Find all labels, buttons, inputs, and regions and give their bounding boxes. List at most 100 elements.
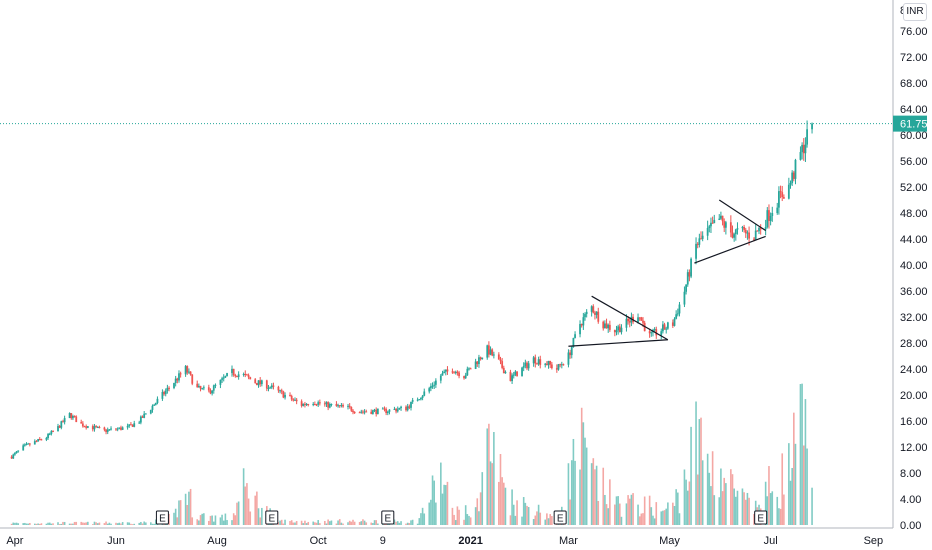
candle: [486, 344, 489, 360]
candle: [27, 442, 30, 445]
candle: [163, 390, 165, 396]
candle: [516, 371, 518, 377]
candle: [176, 377, 179, 384]
volume-bar: [58, 524, 61, 525]
candle: [393, 406, 396, 411]
candle: [173, 382, 175, 390]
volume-bar: [80, 521, 83, 525]
volume-bar: [131, 524, 134, 525]
volume-bar: [783, 494, 785, 525]
candle: [130, 422, 132, 426]
candle: [149, 409, 152, 415]
volume-bar: [191, 517, 194, 525]
candle: [446, 366, 449, 375]
volume-bar: [731, 474, 734, 525]
volume-bar: [632, 493, 634, 525]
candle: [304, 401, 306, 408]
earnings-marker[interactable]: E: [155, 510, 169, 525]
volume-bar: [602, 467, 605, 525]
trendline[interactable]: [694, 235, 766, 264]
price-tick-label: 60.00: [900, 130, 928, 142]
price-axis[interactable]: 76.00 72.00 68.00 64.00 60.00 56.00 52.00 48.00…: [892, 0, 928, 532]
candle: [164, 388, 167, 397]
candle: [408, 404, 411, 410]
candle: [313, 401, 316, 406]
candle: [365, 409, 368, 413]
last-price-tag: 61.75: [893, 115, 928, 132]
earnings-marker[interactable]: E: [553, 510, 567, 525]
volume-bar: [290, 520, 293, 525]
candle: [685, 284, 688, 295]
trendline[interactable]: [568, 339, 668, 347]
volume-bar: [328, 521, 331, 525]
volume-bar: [478, 511, 480, 525]
volume-bar: [372, 523, 374, 525]
volume-bar: [595, 465, 598, 525]
volume-bar: [499, 454, 502, 525]
volume-bar: [466, 514, 469, 525]
candle: [625, 314, 628, 332]
candle: [487, 341, 490, 358]
candle: [695, 237, 697, 265]
candle: [721, 215, 724, 226]
candle: [584, 312, 586, 321]
volume-bar: [47, 522, 49, 525]
earnings-label: E: [757, 514, 764, 525]
volume-bar: [120, 523, 122, 525]
volume-bar: [652, 515, 654, 525]
volume-bar: [627, 495, 629, 525]
candle: [272, 382, 275, 390]
volume-bar: [10, 523, 13, 525]
volume-bar: [209, 515, 212, 525]
earnings-marker[interactable]: E: [265, 510, 279, 525]
price-tick-label: 12.00: [900, 442, 928, 454]
candle: [559, 363, 562, 368]
candle: [696, 242, 699, 249]
candle: [504, 370, 507, 374]
time-axis[interactable]: Apr Jun Aug Oct 9 2021 Mar May Jul Sep: [0, 527, 893, 547]
trendline[interactable]: [591, 295, 669, 341]
volume-bar: [428, 502, 431, 525]
trendline[interactable]: [718, 199, 766, 232]
volume-bar: [764, 481, 767, 525]
currency-badge[interactable]: INR: [903, 3, 927, 21]
candle: [799, 146, 802, 161]
earnings-label: E: [384, 514, 391, 525]
candle: [469, 367, 472, 370]
volume-bar: [247, 498, 250, 525]
candle: [454, 370, 457, 375]
volume-bar: [551, 516, 553, 525]
volume-bar: [405, 523, 407, 525]
volume-bar: [713, 495, 716, 525]
volume-bar: [29, 522, 31, 525]
volume-bar: [327, 519, 329, 525]
volume-bar: [358, 521, 361, 525]
candle: [128, 424, 131, 428]
time-tick-label: 2021: [458, 535, 482, 547]
candle: [126, 423, 129, 430]
earnings-marker[interactable]: E: [381, 510, 395, 525]
volume-bar: [176, 517, 179, 525]
volume-bar: [254, 495, 257, 525]
candle: [47, 433, 49, 440]
volume-bar: [766, 496, 769, 525]
candle: [305, 402, 308, 407]
candle: [315, 403, 318, 407]
volume-bar: [73, 521, 76, 525]
volume-bar: [638, 516, 641, 525]
volume-bar: [208, 520, 210, 525]
volume-bar: [546, 513, 548, 525]
candle: [608, 320, 611, 332]
candle: [103, 426, 106, 432]
earnings-marker[interactable]: E: [754, 510, 768, 525]
price-tick-label: 52.00: [900, 182, 928, 194]
candle: [758, 227, 760, 235]
candle: [347, 403, 349, 410]
volume-bar: [85, 522, 87, 525]
candle: [527, 360, 530, 371]
candle: [184, 365, 187, 377]
volume-bar: [456, 506, 459, 525]
